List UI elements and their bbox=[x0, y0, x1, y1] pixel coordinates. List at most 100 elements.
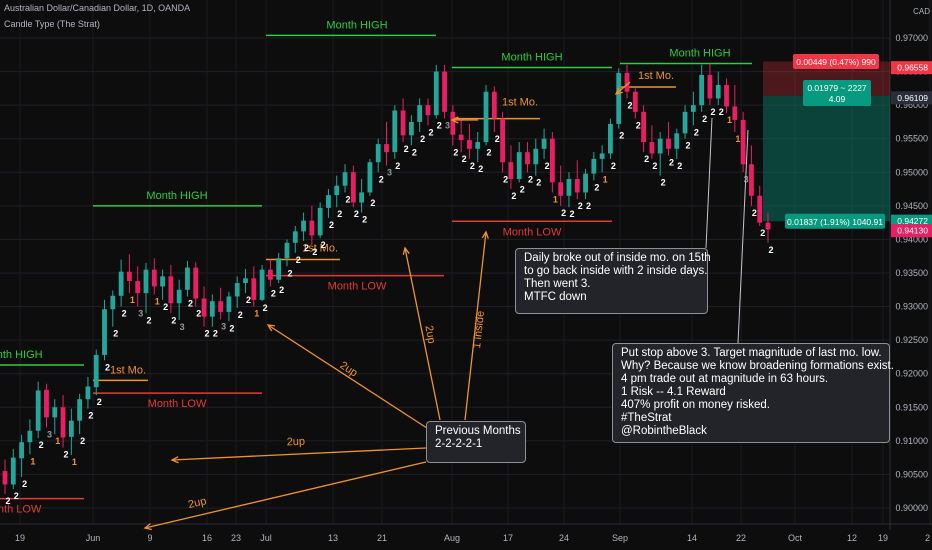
candle-body bbox=[392, 110, 398, 153]
candle bbox=[342, 164, 348, 193]
strat-candle-label: 2 bbox=[379, 174, 384, 184]
note-line: Daily broke out of inside mo. on 15th bbox=[524, 252, 711, 264]
note-line: MTFC down bbox=[524, 291, 587, 303]
candle bbox=[193, 262, 199, 307]
strat-candle-label: 2 bbox=[97, 397, 102, 407]
strat-candle-label: 2 bbox=[561, 208, 566, 218]
y-tick-label: 0.97000 bbox=[895, 33, 928, 43]
axis-price-tag-text: 0.96109 bbox=[897, 93, 928, 103]
candle bbox=[566, 172, 572, 208]
candle bbox=[408, 115, 414, 146]
candle-body bbox=[450, 111, 456, 135]
x-tick-label: 17 bbox=[503, 533, 513, 543]
note-previous-months[interactable]: Previous Months 2-2-2-2-1 bbox=[426, 421, 526, 463]
note-line: to go back inside with 2 inside days. bbox=[524, 265, 708, 277]
x-tick-label: 16 bbox=[202, 533, 212, 543]
strat-candle-label: 3 bbox=[221, 321, 226, 331]
candle-body bbox=[425, 105, 431, 116]
strat-candle-label: 2 bbox=[213, 329, 218, 339]
candle bbox=[35, 381, 41, 439]
candle bbox=[516, 142, 522, 183]
candle-body bbox=[267, 269, 273, 280]
candle bbox=[475, 131, 481, 163]
candle-body bbox=[118, 271, 124, 296]
strat-candle-label: 2 bbox=[453, 147, 458, 157]
price-tag-text: 0.00449 (0.47%) 990 bbox=[796, 57, 876, 67]
candle-body bbox=[292, 231, 298, 243]
candle-body bbox=[151, 269, 157, 287]
candle bbox=[641, 105, 646, 153]
strat-candle-label: 2 bbox=[586, 201, 591, 211]
strat-candle-label: 2 bbox=[296, 255, 301, 265]
candle-body bbox=[77, 399, 83, 421]
candle bbox=[608, 118, 613, 159]
arrow-label: 2up bbox=[287, 436, 306, 449]
strat-candle-label: 3 bbox=[445, 121, 450, 131]
candle bbox=[160, 269, 165, 300]
x-tick-label: 14 bbox=[687, 533, 697, 543]
x-tick-label: 19 bbox=[15, 533, 25, 543]
y-tick-label: 0.90000 bbox=[895, 503, 928, 513]
strat-candle-label: 2 bbox=[644, 154, 649, 164]
y-tick-label: 0.94000 bbox=[895, 234, 928, 244]
candle bbox=[467, 123, 472, 159]
candle-body bbox=[102, 309, 107, 355]
strat-candle-label: 2 bbox=[88, 411, 93, 421]
candle-body bbox=[201, 298, 207, 317]
candle bbox=[301, 212, 306, 241]
note-trade-plan[interactable]: Put stop above 3. Target magnitude of la… bbox=[612, 343, 894, 443]
candle bbox=[533, 138, 539, 176]
month-low-label: Month LOW bbox=[0, 504, 42, 516]
candle bbox=[176, 279, 182, 320]
candle bbox=[616, 68, 622, 129]
candle bbox=[400, 98, 406, 143]
candle-body bbox=[508, 162, 514, 179]
note-daily-breakout[interactable]: Daily broke out of inside mo. on 15th to… bbox=[515, 248, 711, 314]
candle-body bbox=[491, 91, 497, 119]
candle bbox=[707, 63, 713, 106]
strat-candle-label: 2 bbox=[5, 496, 10, 506]
candle-body bbox=[234, 283, 240, 297]
candle-body bbox=[359, 192, 365, 203]
y-tick-label: 0.95000 bbox=[895, 167, 928, 177]
candle-body bbox=[375, 144, 381, 163]
candle-body bbox=[475, 142, 481, 149]
strat-candle-label: 2 bbox=[661, 178, 666, 188]
x-tick-label: 9 bbox=[147, 533, 152, 543]
candle bbox=[151, 258, 157, 295]
candle-body bbox=[384, 144, 389, 153]
candle-body bbox=[334, 185, 340, 196]
strat-candle-label: 1 bbox=[727, 115, 732, 125]
arrow-2up bbox=[267, 324, 431, 431]
candle bbox=[483, 84, 489, 146]
candle bbox=[60, 395, 66, 448]
candle bbox=[259, 264, 265, 302]
candle bbox=[309, 205, 315, 245]
candle bbox=[384, 121, 389, 166]
strat-candle-label: 2 bbox=[686, 141, 691, 151]
candle bbox=[85, 377, 91, 409]
strat-candle-label: 1 bbox=[55, 436, 60, 446]
candle bbox=[425, 98, 431, 126]
candle-body bbox=[467, 140, 472, 149]
candle bbox=[749, 145, 754, 206]
arrow-2up-head bbox=[143, 523, 152, 531]
candle-body bbox=[160, 276, 165, 287]
arrow-label: 2up bbox=[187, 495, 208, 511]
strat-candle-label: 1 bbox=[603, 174, 608, 184]
candle-body bbox=[624, 72, 630, 92]
candle bbox=[27, 419, 33, 455]
strat-candle-label: 2 bbox=[511, 191, 516, 201]
arrow-2up-head bbox=[402, 246, 410, 255]
candle-body bbox=[591, 158, 597, 174]
note-line: 1 Risk -- 4.1 Reward bbox=[621, 386, 726, 398]
y-tick-label: 0.91000 bbox=[895, 436, 928, 446]
candle bbox=[599, 145, 605, 173]
candle-body bbox=[243, 278, 248, 284]
candle-body bbox=[27, 430, 33, 443]
candle bbox=[110, 290, 116, 327]
candle-body bbox=[699, 74, 705, 106]
strat-candle-label: 2 bbox=[171, 315, 176, 325]
candle-body bbox=[309, 220, 315, 236]
